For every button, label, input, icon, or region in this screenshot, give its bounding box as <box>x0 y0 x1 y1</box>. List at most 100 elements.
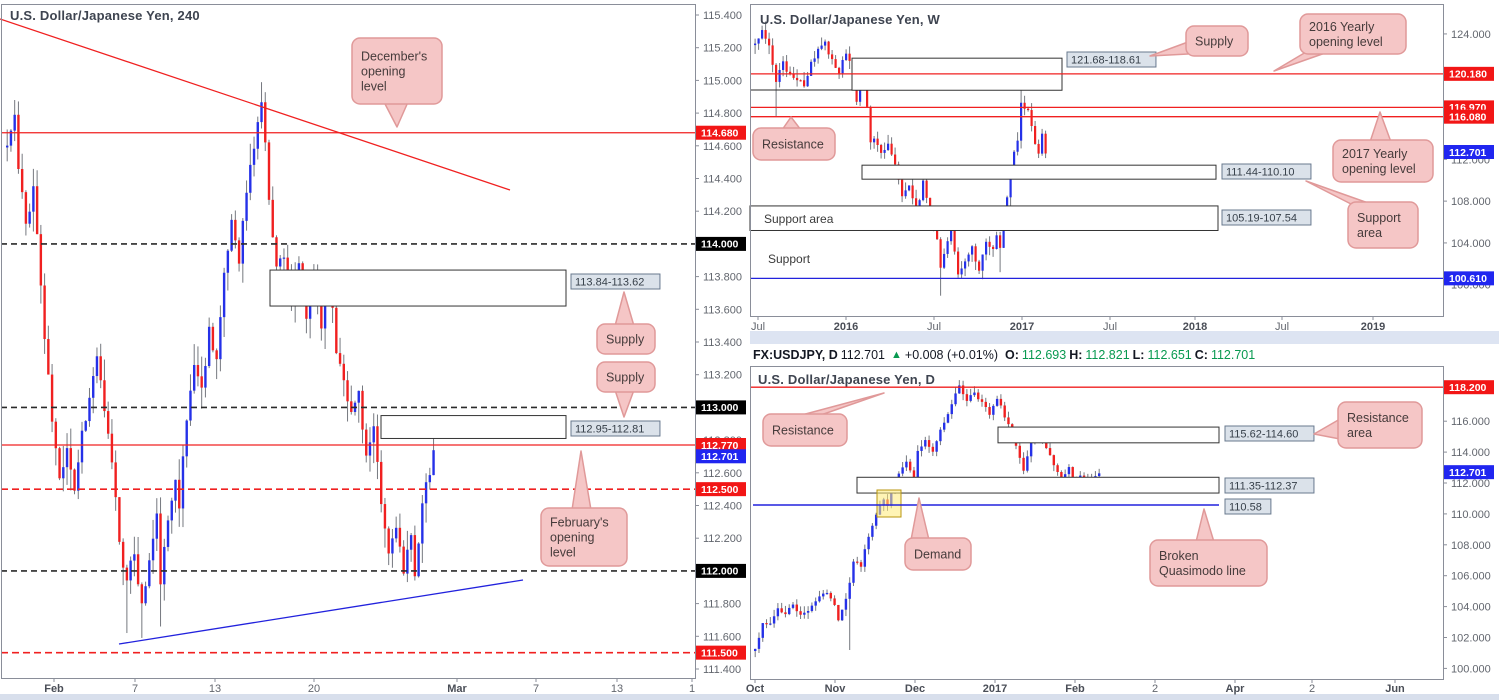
svg-text:118.200: 118.200 <box>1449 382 1487 394</box>
svg-text:opening level: opening level <box>1309 35 1383 49</box>
range-label[interactable] <box>1221 163 1312 180</box>
chart-title-240: U.S. Dollar/Japanese Yen, 240 <box>10 8 200 23</box>
range-label[interactable] <box>1224 498 1272 515</box>
svg-text:112.000: 112.000 <box>1451 478 1490 490</box>
svg-text:opening: opening <box>361 64 406 78</box>
svg-text:Jul: Jul <box>751 321 765 333</box>
svg-text:115.000: 115.000 <box>703 75 742 87</box>
price-chip-112.770: 112.770 <box>696 438 746 453</box>
low-value: 112.651 <box>1147 348 1192 362</box>
svg-text:112.701: 112.701 <box>1449 467 1487 479</box>
svg-text:115.62-114.60: 115.62-114.60 <box>1229 429 1298 441</box>
svg-text:Resistance: Resistance <box>772 423 834 437</box>
svg-text:February's: February's <box>550 515 609 529</box>
svg-text:Resistance: Resistance <box>762 137 824 151</box>
price-chip-112.500: 112.500 <box>696 482 746 497</box>
range-label[interactable] <box>1066 51 1157 68</box>
svg-text:opening: opening <box>550 530 595 544</box>
callout-resistance-daily[interactable]: Resistance <box>762 392 885 447</box>
range-label[interactable] <box>570 273 661 290</box>
callout-supply-2[interactable]: Supply <box>596 361 656 418</box>
svg-text:Supply: Supply <box>606 370 645 384</box>
zone-box[interactable] <box>749 205 1219 231</box>
callout-resistance-weekly[interactable]: Resistance <box>752 116 836 161</box>
zone-box[interactable] <box>380 415 567 439</box>
y-axis: 116.000 114.000 112.000 110.000 108.000 106.0… <box>1443 416 1491 675</box>
svg-text:13: 13 <box>209 683 221 695</box>
callout-demand-daily[interactable]: Demand <box>904 497 972 571</box>
svg-text:2: 2 <box>1152 683 1158 695</box>
svg-text:108.000: 108.000 <box>1451 540 1491 552</box>
svg-text:111.35-112.37: 111.35-112.37 <box>1229 481 1298 493</box>
svg-text:104.000: 104.000 <box>1451 602 1491 614</box>
price-chip-113.000: 113.000 <box>696 400 746 415</box>
svg-text:Quasimodo line: Quasimodo line <box>1159 564 1246 578</box>
svg-text:111.800: 111.800 <box>703 599 741 611</box>
svg-text:1: 1 <box>689 683 695 695</box>
panel-h4-candles <box>6 82 435 638</box>
last-price: 112.701 <box>840 348 886 362</box>
svg-text:Jul: Jul <box>927 321 941 333</box>
mid-strip <box>750 331 1499 344</box>
callout-supply-1[interactable]: Supply <box>596 291 656 355</box>
svg-text:114.600: 114.600 <box>703 141 742 153</box>
svg-text:104.000: 104.000 <box>1451 238 1491 250</box>
range-label[interactable] <box>1221 209 1312 226</box>
svg-text:111.44-110.10: 111.44-110.10 <box>1226 167 1295 179</box>
x-axis: Oct Nov Dec 2017 Feb 2 Apr 2 Jun <box>746 679 1405 695</box>
svg-text:112.701: 112.701 <box>701 451 739 463</box>
svg-text:110.000: 110.000 <box>1451 509 1490 521</box>
svg-text:2: 2 <box>1309 683 1315 695</box>
range-label[interactable] <box>570 420 661 437</box>
zone-box[interactable] <box>269 269 567 307</box>
x-axis: Jul 2016 Jul 2017 Jul 2018 Jul 2019 <box>751 316 1385 333</box>
zone-box[interactable] <box>861 164 1217 180</box>
svg-text:area: area <box>1347 426 1372 440</box>
svg-text:114.680: 114.680 <box>701 128 739 140</box>
svg-text:102.000: 102.000 <box>1451 633 1491 645</box>
price-chip-114.680: 114.680 <box>696 125 746 140</box>
svg-text:106.000: 106.000 <box>1451 571 1491 583</box>
price-chip-100.610: 100.610 <box>1444 271 1494 286</box>
svg-text:113.400: 113.400 <box>703 337 742 349</box>
svg-text:Demand: Demand <box>914 547 961 561</box>
svg-text:114.000: 114.000 <box>1451 447 1490 459</box>
zone-box[interactable] <box>997 426 1220 444</box>
svg-text:Supply: Supply <box>606 332 645 346</box>
trend-line[interactable] <box>0 18 511 191</box>
svg-text:7: 7 <box>533 683 539 695</box>
svg-text:Jul: Jul <box>1103 321 1117 333</box>
trend-line[interactable] <box>118 579 524 645</box>
svg-text:108.000: 108.000 <box>1451 196 1491 208</box>
zone-inner-text: Support area <box>764 212 834 226</box>
close-label: C: <box>1194 348 1208 362</box>
highlight-box[interactable] <box>876 489 902 518</box>
open-value: 112.693 <box>1021 348 1067 362</box>
price-change: +0.008 (+0.01%) <box>904 348 999 362</box>
zone-box[interactable] <box>856 476 1220 494</box>
range-label[interactable] <box>1224 477 1315 494</box>
callout-supply-weekly[interactable]: Supply <box>1149 25 1249 57</box>
svg-text:2018: 2018 <box>1183 321 1207 333</box>
svg-text:7: 7 <box>132 683 138 695</box>
svg-text:121.68-118.61: 121.68-118.61 <box>1071 55 1141 67</box>
svg-text:Mar: Mar <box>447 683 467 695</box>
svg-text:Supply: Supply <box>1195 34 1234 48</box>
price-chip-112.701: 112.701 <box>696 449 746 464</box>
panel-daily[interactable]: 115.62-114.60111.35-112.37110.58116.0001… <box>746 366 1494 696</box>
symbol-label: FX:USDJPY, D <box>753 348 838 362</box>
svg-text:2016: 2016 <box>834 321 858 333</box>
svg-text:area: area <box>1357 226 1382 240</box>
panel-h4[interactable]: 113.84-113.62 112.95-112.81 115.400 115.200… <box>0 4 746 696</box>
svg-text:114.400: 114.400 <box>703 174 742 186</box>
svg-text:level: level <box>550 545 576 559</box>
panel-weekly[interactable]: Support area 121.68-118.61 111.44-110.10 10… <box>749 4 1494 334</box>
